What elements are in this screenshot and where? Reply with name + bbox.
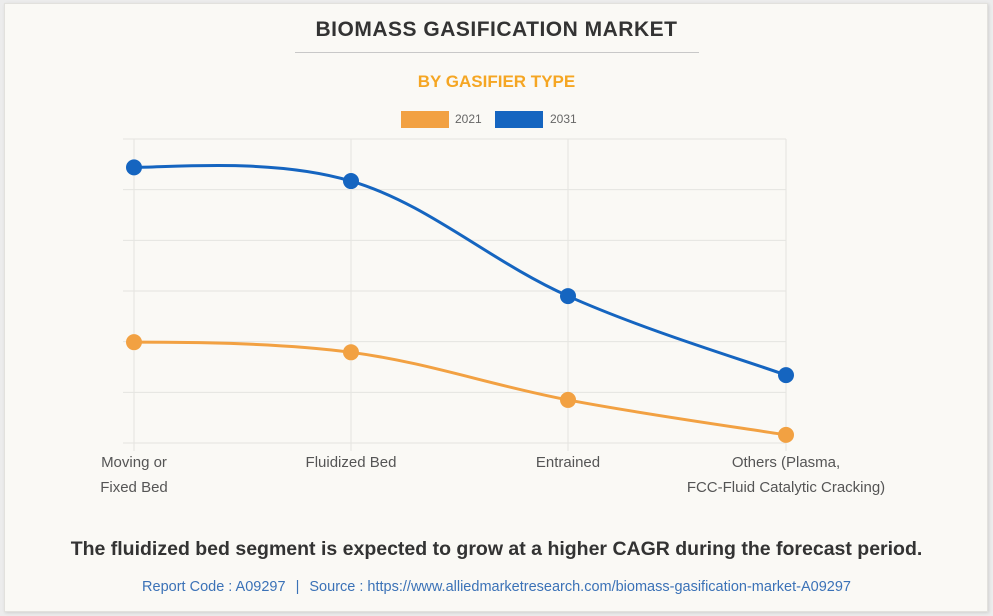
data-point-2021-2 bbox=[343, 344, 359, 361]
legend-label-2021: 2021 bbox=[455, 112, 482, 126]
data-point-2031-4 bbox=[778, 367, 794, 384]
data-point-2031-1 bbox=[126, 159, 142, 176]
legend-label-2031: 2031 bbox=[550, 112, 577, 126]
x-tick-label-line: FCC-Fluid Catalytic Cracking) bbox=[686, 479, 886, 496]
data-point-2031-3 bbox=[560, 288, 576, 305]
data-point-2021-1 bbox=[126, 334, 142, 351]
series-points bbox=[126, 159, 794, 443]
title-divider bbox=[295, 52, 699, 53]
report-code: Report Code : A09297 bbox=[142, 579, 286, 595]
legend-swatch-2021 bbox=[401, 111, 449, 128]
series-line-2021 bbox=[132, 340, 788, 437]
x-tick-label-line: Moving or bbox=[101, 454, 167, 471]
legend-swatch-2031 bbox=[495, 111, 543, 128]
series-line-2031 bbox=[132, 163, 788, 377]
x-tick-label: Entrained bbox=[438, 450, 698, 475]
data-point-2021-4 bbox=[778, 426, 794, 443]
x-tick-label-line: Others (Plasma, bbox=[731, 454, 841, 471]
x-tick-label: Others (Plasma, FCC-Fluid Catalytic Crack… bbox=[656, 450, 916, 500]
x-tick-label-line: Fluidized Bed bbox=[305, 454, 397, 471]
source-link[interactable]: Source : https://www.alliedmarketresearc… bbox=[309, 579, 851, 595]
gridlines bbox=[123, 138, 787, 451]
x-tick-label: Moving or Fixed Bed bbox=[4, 450, 264, 500]
x-tick-label-line: Fixed Bed bbox=[100, 479, 168, 496]
data-point-2031-2 bbox=[343, 173, 359, 190]
x-tick-label: Fluidized Bed bbox=[221, 450, 481, 475]
footer: Report Code : A09297 | Source : https://… bbox=[0, 579, 993, 595]
chart-title: BIOMASS GASIFICATION MARKET bbox=[315, 18, 678, 41]
data-point-2021-3 bbox=[560, 391, 576, 408]
footer-separator: | bbox=[295, 579, 300, 595]
chart-card bbox=[4, 3, 988, 612]
x-tick-label-line: Entrained bbox=[535, 454, 601, 471]
chart-takeaway: The fluidized bed segment is expected to… bbox=[70, 538, 923, 560]
series-lines bbox=[132, 163, 788, 437]
chart-subtitle: BY GASIFIER TYPE bbox=[417, 72, 576, 91]
